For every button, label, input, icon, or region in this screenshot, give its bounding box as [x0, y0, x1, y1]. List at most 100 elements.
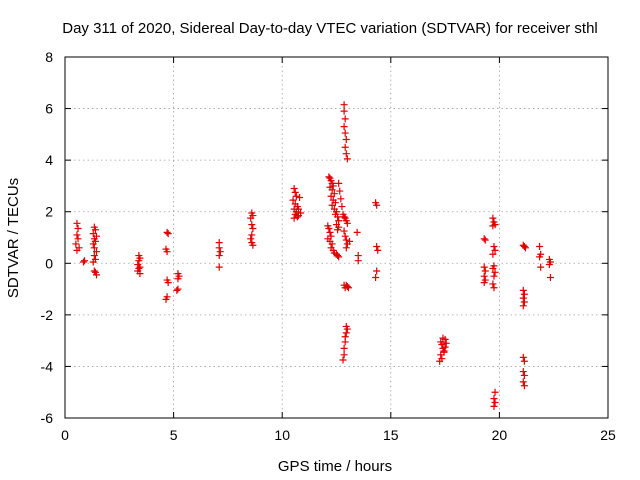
data-point	[74, 235, 82, 243]
data-point	[442, 339, 450, 347]
data-point	[491, 246, 499, 254]
data-point	[292, 192, 300, 200]
data-point	[342, 150, 350, 158]
data-point	[215, 263, 223, 271]
data-point	[81, 257, 89, 265]
data-point	[79, 258, 87, 266]
data-point	[334, 252, 342, 260]
data-point	[346, 237, 354, 245]
data-point	[342, 244, 350, 252]
data-point	[328, 186, 336, 194]
data-point	[343, 219, 351, 227]
data-point	[342, 236, 350, 244]
grid	[65, 57, 608, 418]
x-axis-label: GPS time / hours	[278, 458, 392, 475]
data-point	[296, 194, 304, 202]
y-tick-label: -2	[41, 307, 54, 323]
data-point	[374, 246, 382, 254]
data-point	[293, 213, 301, 221]
data-point	[136, 270, 144, 278]
data-point	[216, 248, 224, 256]
data-point	[249, 241, 257, 249]
data-point	[163, 228, 171, 236]
plot-area	[64, 56, 609, 419]
y-tick-label: 6	[45, 101, 53, 117]
x-tick-label: 5	[170, 427, 178, 443]
data-point	[489, 222, 497, 230]
data-point	[325, 224, 333, 232]
data-point	[354, 257, 362, 265]
data-point	[247, 235, 255, 243]
data-point	[294, 212, 302, 220]
data-point	[340, 123, 348, 131]
chart-title: Day 311 of 2020, Sidereal Day-to-day VTE…	[62, 20, 598, 37]
data-point	[519, 302, 527, 310]
data-point	[490, 402, 498, 410]
data-point	[520, 382, 528, 390]
data-point	[90, 252, 98, 260]
data-point	[73, 231, 81, 239]
data-point	[335, 179, 343, 187]
data-point	[162, 295, 170, 303]
data-point	[480, 272, 488, 280]
data-point	[328, 240, 336, 248]
data-point	[490, 243, 498, 251]
data-point	[491, 388, 499, 396]
y-tick-label: 0	[45, 255, 53, 271]
data-point	[335, 253, 343, 261]
data-point	[536, 253, 544, 261]
data-point	[74, 224, 82, 232]
x-tick-label: 25	[600, 427, 616, 443]
data-point	[441, 343, 449, 351]
data-point	[342, 136, 350, 144]
data-point	[480, 279, 488, 287]
data-point	[91, 226, 99, 234]
data-point	[248, 221, 256, 229]
data-point	[545, 261, 553, 269]
data-point	[289, 196, 297, 204]
data-point	[290, 185, 298, 193]
data-point	[339, 356, 347, 364]
data-point	[341, 232, 349, 240]
data-point	[519, 378, 527, 386]
data-point	[536, 243, 544, 251]
data-point	[491, 268, 499, 276]
data-point	[520, 371, 528, 379]
data-point	[215, 252, 223, 260]
data-point	[247, 214, 255, 222]
data-point	[340, 107, 348, 115]
data-point	[340, 344, 348, 352]
data-point	[521, 244, 529, 252]
data-point	[343, 325, 351, 333]
data-point	[90, 244, 98, 252]
y-tick-label: 2	[45, 204, 53, 220]
data-point	[294, 205, 302, 213]
y-tick-label: 4	[45, 152, 53, 168]
data-point	[489, 280, 497, 288]
data-point	[325, 173, 333, 181]
data-point	[328, 201, 336, 209]
data-point	[489, 250, 497, 258]
data-point	[164, 230, 172, 238]
data-point	[353, 228, 361, 236]
data-point	[73, 219, 81, 227]
data-point	[291, 188, 299, 196]
data-points	[72, 101, 554, 410]
data-point	[520, 298, 528, 306]
data-point	[341, 129, 349, 137]
data-point	[174, 275, 182, 283]
data-point	[373, 243, 381, 251]
axis-ticks: 0 5 10 15 20 25 -6 -4 -2 0 2 4 6 8	[41, 49, 616, 443]
data-point	[173, 286, 181, 294]
data-point	[290, 214, 298, 222]
data-point	[164, 279, 172, 287]
data-point	[520, 243, 528, 251]
data-point	[481, 236, 489, 244]
data-point	[373, 267, 381, 275]
data-point	[249, 224, 257, 232]
data-point	[343, 282, 351, 290]
data-point	[92, 271, 100, 279]
y-tick-label: -6	[41, 410, 54, 426]
data-point	[215, 244, 223, 252]
data-point	[520, 290, 528, 298]
